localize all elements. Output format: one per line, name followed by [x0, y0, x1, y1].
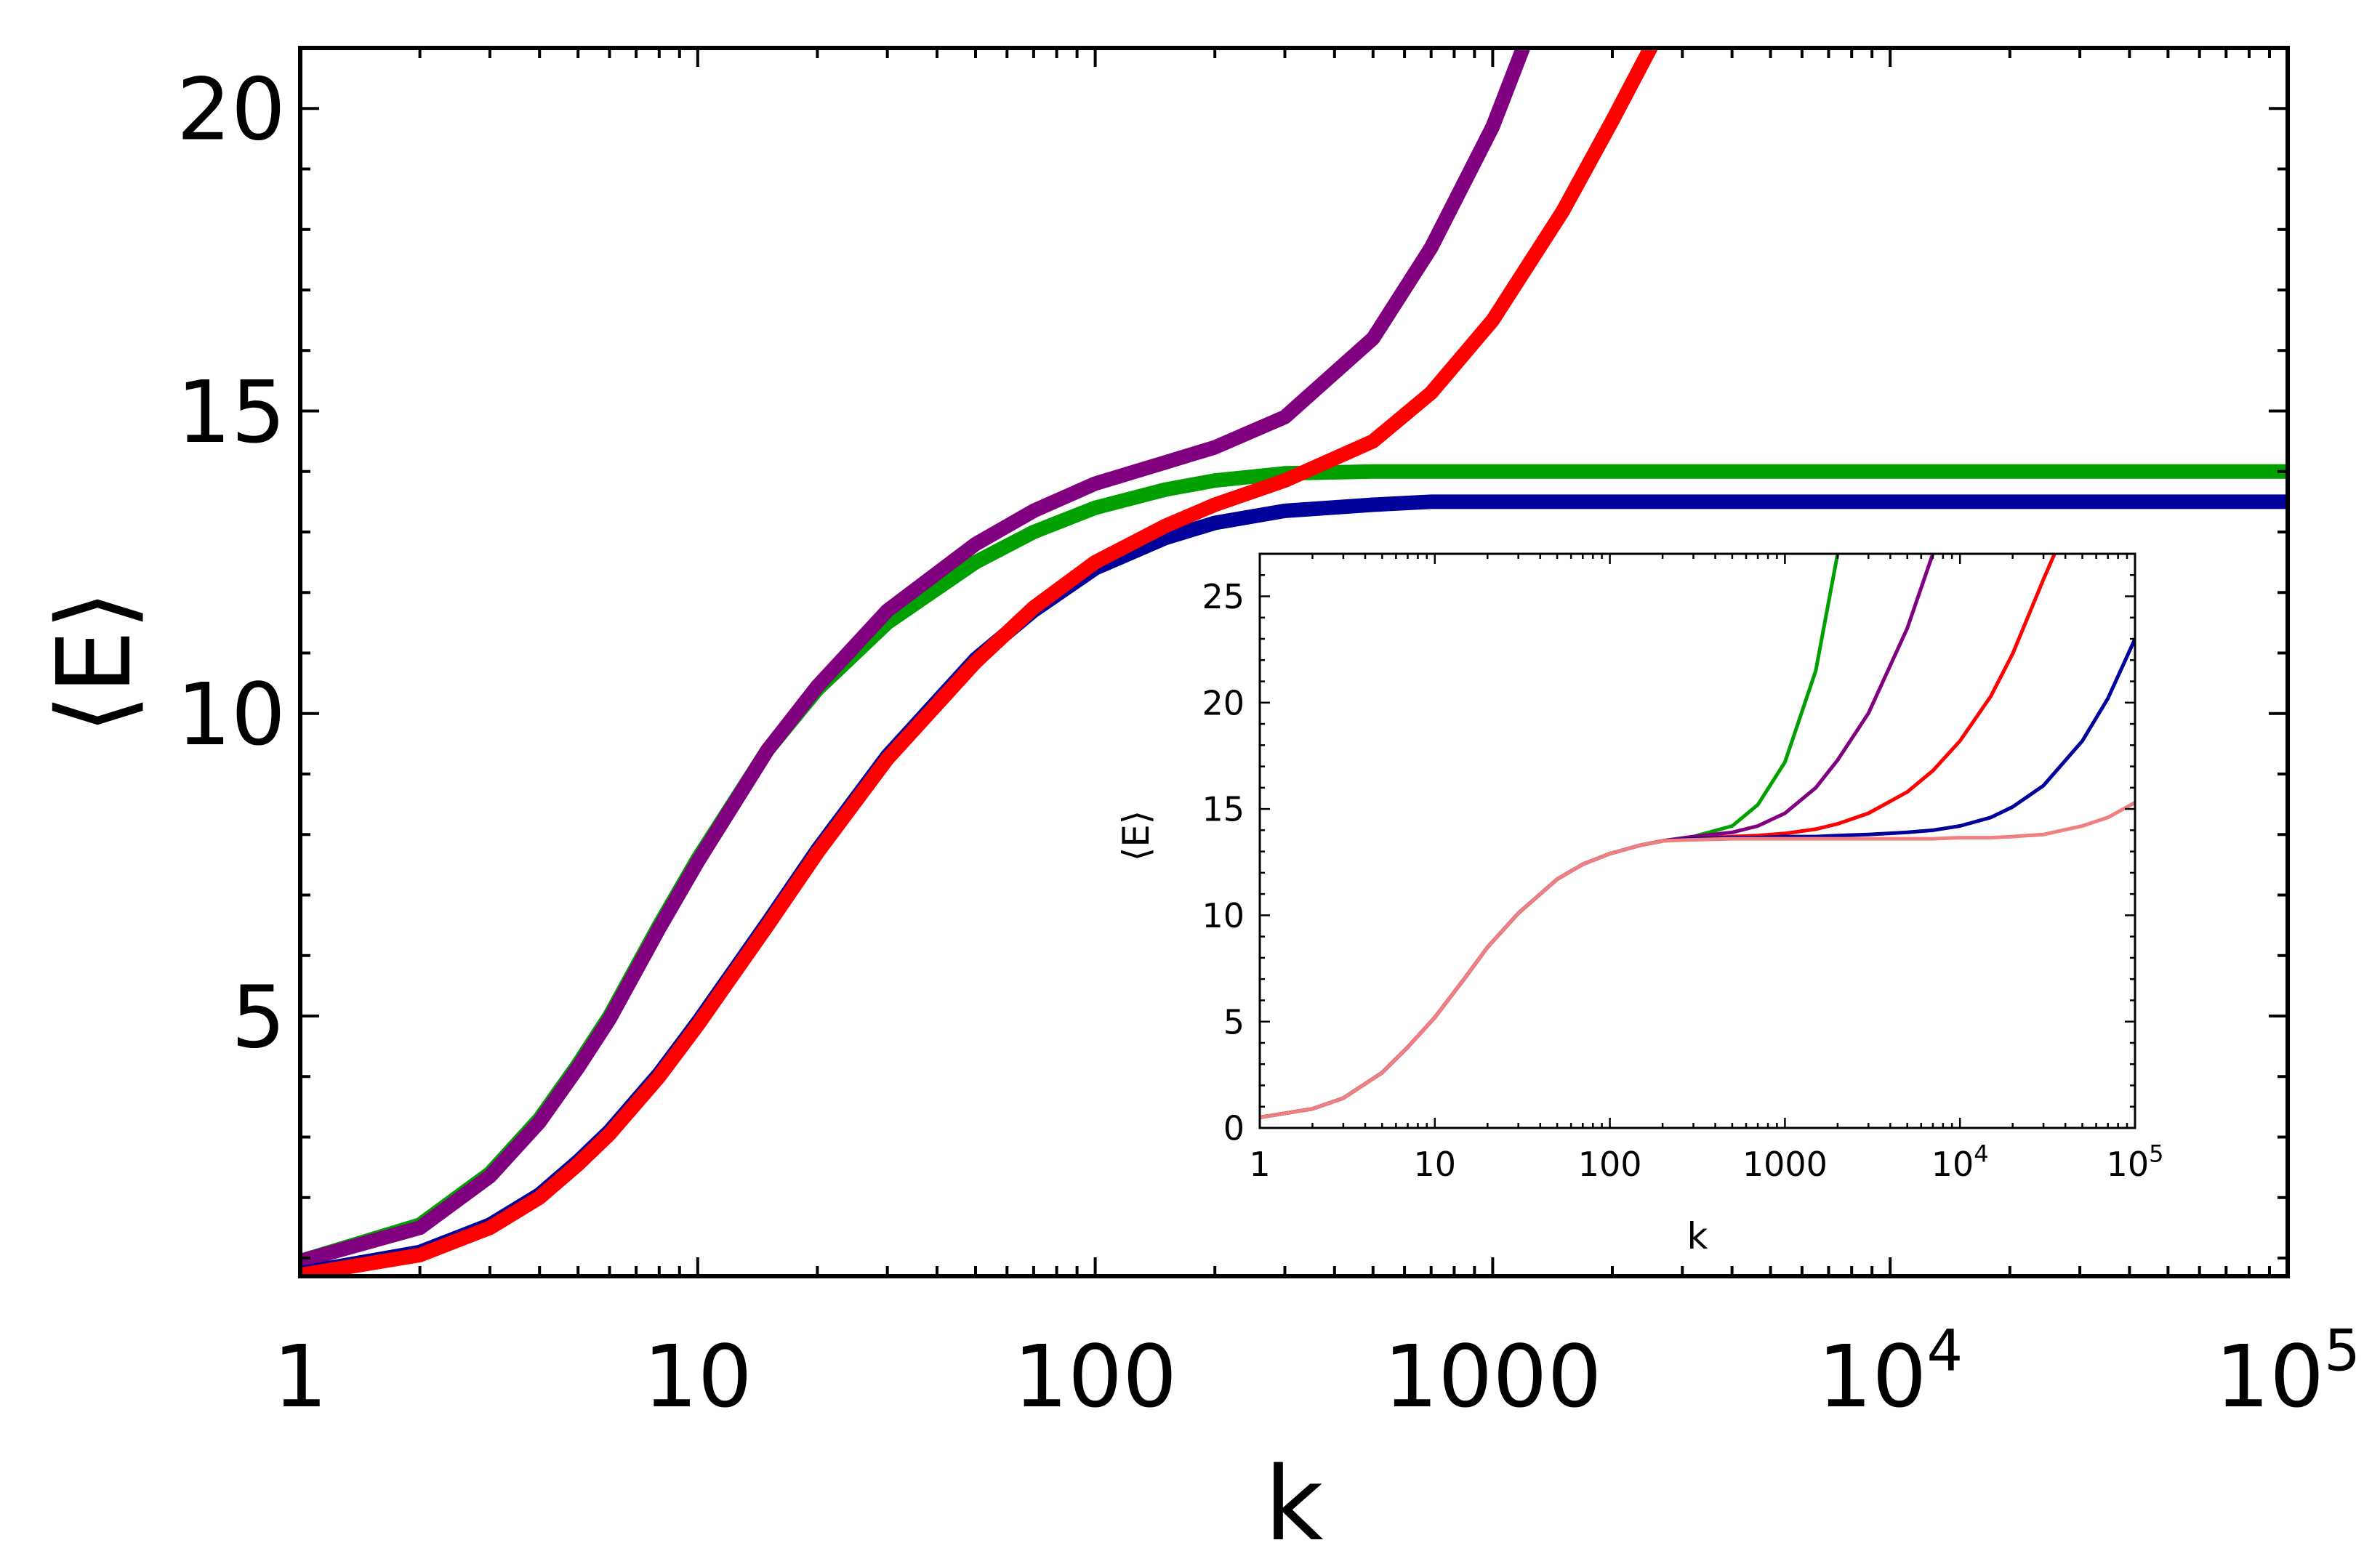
- main-y-tick-label: 15: [177, 362, 286, 462]
- inset-x-axis-label: k: [1687, 1215, 1708, 1257]
- main-x-tick-label-base: 1000: [1383, 1326, 1601, 1427]
- inset-x-tick-label-base: 1000: [1742, 1145, 1828, 1184]
- main-x-tick-label-base: 1: [273, 1326, 327, 1427]
- inset-x-tick-label-base: 10: [2107, 1145, 2150, 1184]
- main-x-tick-label: 10: [643, 1326, 752, 1427]
- inset-x-tick-label-base: 10: [1931, 1145, 1974, 1184]
- main-x-tick-label: 100: [1013, 1326, 1177, 1427]
- main-y-tick-label: 5: [231, 967, 286, 1067]
- inset-y-tick-label: 5: [1223, 1002, 1245, 1041]
- inset-y-tick-label: 10: [1202, 896, 1245, 935]
- inset-series-pink: [1260, 801, 2135, 1119]
- inset-x-tick-label: 10: [1414, 1145, 1457, 1184]
- main-x-tick-label: 1: [273, 1326, 327, 1427]
- main-plot-frame: [298, 46, 2290, 1278]
- main-series-red: [300, 48, 1659, 1276]
- inset-x-tick-label: 100: [1578, 1145, 1642, 1184]
- main-x-tick-label: 105: [2215, 1318, 2360, 1427]
- main-x-tick-label-base: 100: [1013, 1326, 1177, 1427]
- main-x-tick-label-base: 10: [643, 1326, 752, 1427]
- inset-x-tick-label: 104: [1931, 1140, 1989, 1184]
- main-x-tick-label-exponent: 4: [1926, 1318, 1963, 1384]
- main-x-tick-label: 1000: [1383, 1326, 1601, 1427]
- inset-x-tick-label: 1000: [1742, 1145, 1828, 1184]
- main-x-axis-label: k: [1264, 1446, 1323, 1564]
- main-y-axis-label: ⟨E⟩: [36, 590, 154, 734]
- main-x-tick-label-base: 10: [2215, 1326, 2324, 1427]
- main-y-tick-label: 10: [177, 664, 286, 765]
- inset-y-tick-label: 20: [1202, 683, 1245, 722]
- inset-y-tick-label: 25: [1202, 577, 1245, 616]
- inset-y-axis-label: ⟨E⟩: [1115, 810, 1157, 862]
- inset-x-tick-label-base: 1: [1249, 1145, 1270, 1184]
- main-x-tick-label-exponent: 5: [2324, 1318, 2360, 1384]
- inset-x-tick-label-base: 100: [1578, 1145, 1642, 1184]
- main-x-tick-label-base: 10: [1817, 1326, 1926, 1427]
- main-x-tick-label: 104: [1817, 1318, 1963, 1427]
- inset-x-tick-label-exponent: 5: [2149, 1140, 2163, 1168]
- inset-x-tick-label-base: 10: [1414, 1145, 1457, 1184]
- main-series-purple: [300, 48, 1531, 1268]
- inset-x-tick-label: 1: [1249, 1145, 1270, 1184]
- inset-y-tick-label: 0: [1223, 1109, 1245, 1148]
- main-y-tick-label: 20: [177, 60, 286, 160]
- inset-y-tick-label: 15: [1202, 790, 1245, 829]
- inset-plot-frame: [1258, 552, 2136, 1129]
- inset-x-tick-label-exponent: 4: [1974, 1140, 1988, 1168]
- inset-x-tick-label: 105: [2107, 1140, 2164, 1184]
